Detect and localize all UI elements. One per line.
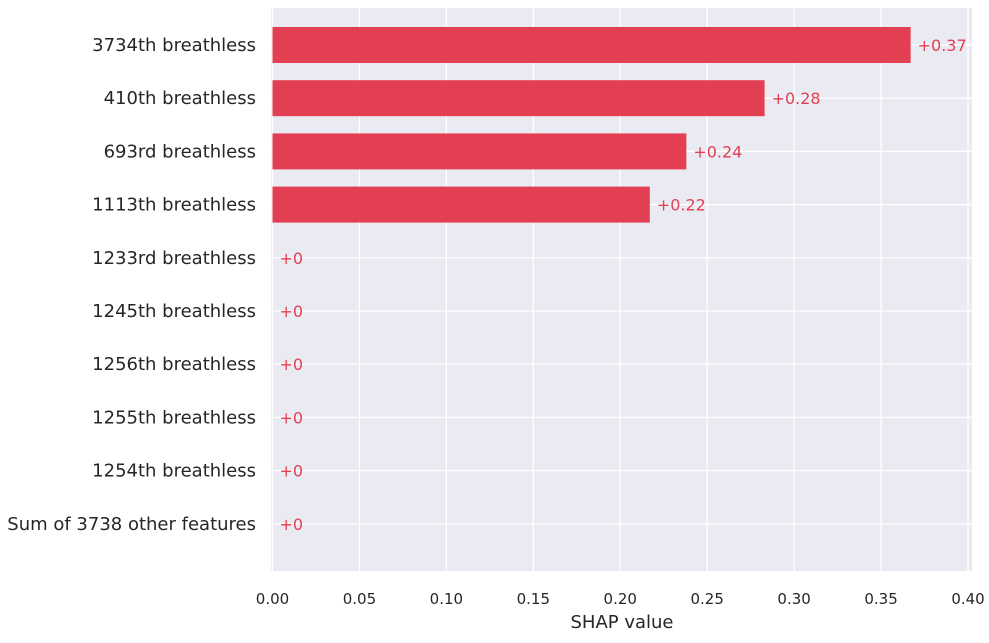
bars: [272, 27, 911, 223]
value-label: +0.22: [657, 196, 706, 215]
value-label: +0: [280, 355, 304, 374]
x-tick-label: 0.10: [430, 590, 463, 608]
bar: [272, 80, 765, 117]
x-tick-label: 0.05: [343, 590, 376, 608]
category-label: 1233rd breathless: [92, 248, 256, 269]
category-label: 3734th breathless: [92, 35, 256, 56]
x-tick-label: 0.40: [951, 590, 984, 608]
bar: [272, 133, 687, 170]
x-tick-label: 0.30: [777, 590, 810, 608]
category-label: 1113th breathless: [92, 195, 256, 216]
category-label: 1255th breathless: [92, 407, 256, 428]
category-label: 693rd breathless: [104, 141, 256, 162]
x-tick-label: 0.20: [604, 590, 637, 608]
category-label: 1256th breathless: [92, 354, 256, 375]
value-label: +0: [280, 249, 304, 268]
x-tick-label: 0.15: [517, 590, 550, 608]
x-tick-label: 0.35: [864, 590, 897, 608]
value-label: +0: [280, 515, 304, 534]
value-label: +0: [280, 408, 304, 427]
category-label: Sum of 3738 other features: [7, 514, 256, 535]
value-label: +0.24: [693, 142, 742, 161]
value-label: +0: [280, 462, 304, 481]
bar: [272, 186, 650, 223]
bar: [272, 27, 911, 63]
category-label: 410th breathless: [104, 88, 256, 109]
category-label: 1245th breathless: [92, 301, 256, 322]
x-tick-labels: 0.00 0.05 0.10 0.15 0.20 0.25 0.30 0.35 0.40: [256, 590, 985, 608]
x-tick-label: 0.00: [256, 590, 289, 608]
x-tick-label: 0.25: [690, 590, 723, 608]
value-labels: +0.37 +0.28 +0.24 +0.22 +0 +0 +0 +0 +0 +0: [280, 36, 967, 534]
x-axis-title: SHAP value: [570, 612, 673, 633]
value-label: +0.28: [772, 89, 821, 108]
category-labels: 3734th breathless 410th breathless 693rd b…: [7, 35, 256, 535]
value-label: +0: [280, 302, 304, 321]
value-label: +0.37: [918, 36, 967, 55]
category-label: 1254th breathless: [92, 461, 256, 482]
